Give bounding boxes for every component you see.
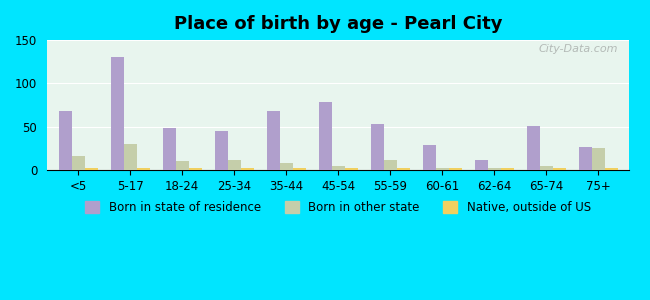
Bar [526, 126, 539, 170]
Bar [474, 160, 488, 170]
Text: City-Data.com: City-Data.com [538, 44, 617, 54]
Bar [540, 166, 552, 170]
Bar [332, 166, 344, 170]
Bar [176, 161, 188, 170]
Bar [578, 146, 592, 170]
Legend: Born in state of residence, Born in other state, Native, outside of US: Born in state of residence, Born in othe… [81, 196, 595, 218]
Bar [136, 168, 150, 170]
Bar [448, 168, 461, 170]
Bar [604, 168, 617, 170]
Bar [292, 168, 306, 170]
Bar [370, 124, 383, 170]
Bar [58, 111, 72, 170]
Bar [318, 102, 332, 170]
Bar [422, 145, 436, 170]
Title: Place of birth by age - Pearl City: Place of birth by age - Pearl City [174, 15, 502, 33]
Bar [124, 144, 136, 170]
Bar [592, 148, 604, 170]
Bar [111, 57, 124, 170]
Bar [84, 168, 98, 170]
Bar [214, 131, 227, 170]
Bar [384, 160, 396, 170]
Bar [188, 168, 202, 170]
Bar [240, 168, 254, 170]
Bar [396, 168, 410, 170]
Bar [344, 168, 358, 170]
Bar [500, 168, 514, 170]
Bar [488, 168, 500, 170]
Bar [72, 156, 84, 170]
Bar [280, 163, 292, 170]
Bar [227, 160, 240, 170]
Bar [162, 128, 176, 170]
Bar [552, 168, 566, 170]
Bar [436, 168, 448, 170]
Bar [266, 111, 280, 170]
